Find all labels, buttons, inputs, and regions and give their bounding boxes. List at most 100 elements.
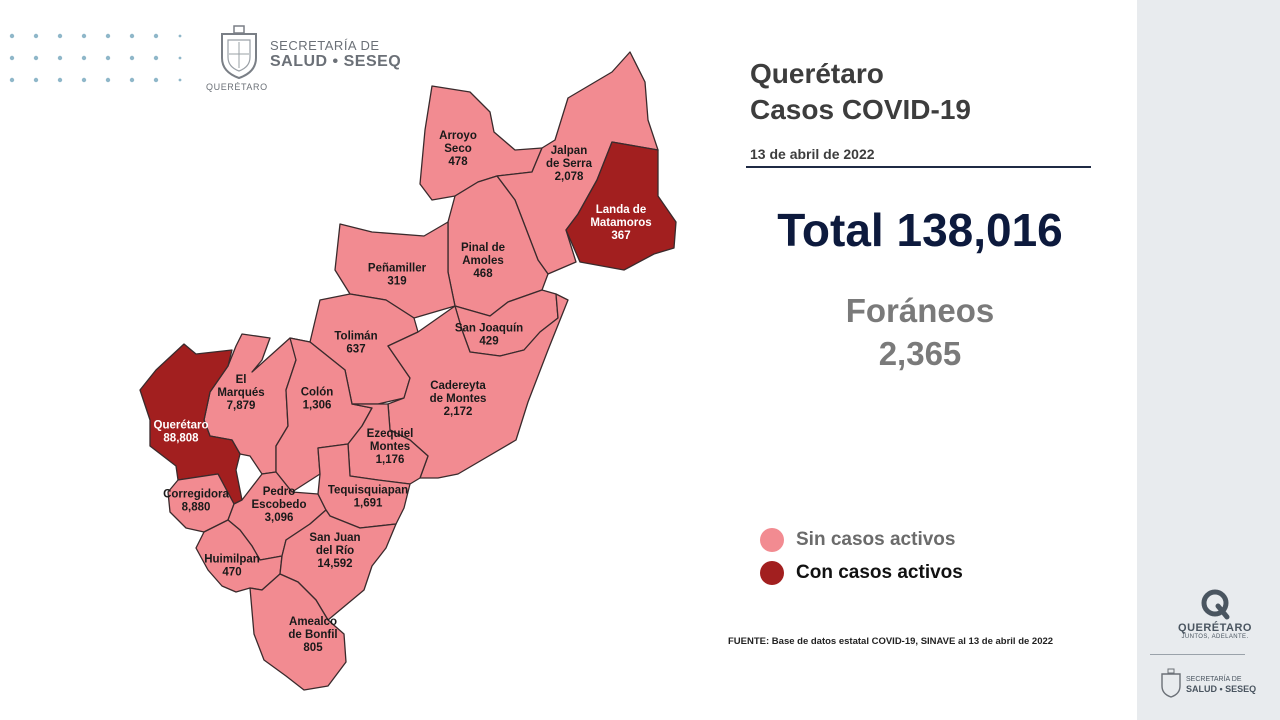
legend-swatch-sin-casos (760, 528, 784, 552)
name-colon: Colón (301, 387, 334, 399)
legend-item-con-casos: Con casos activos (760, 561, 963, 585)
name-el-marques: Marqués (217, 387, 264, 399)
right-side-panel (1137, 0, 1280, 720)
name-ezequiel-montes: Montes (370, 441, 410, 453)
data-source-note: FUENTE: Base de datos estatal COVID-19, … (728, 636, 1054, 647)
secretaria-small-logo: SECRETARÍA DE SALUD • SESEQ (1156, 666, 1271, 706)
cases-penamiller: 319 (387, 276, 406, 288)
name-amealco-de-bonfil: Amealco (289, 616, 337, 628)
region-ezequiel-montes[interactable] (347, 403, 429, 485)
region-landa-de-matamoros[interactable] (565, 141, 677, 271)
label-amealco-de-bonfil: Amealco de Bonfil 805 (288, 616, 337, 654)
name-queretaro: Querétaro (154, 420, 209, 432)
brand-divider (1150, 654, 1245, 655)
label-corregidora: Corregidora 8,880 (163, 489, 229, 514)
secretaria-top-text: SECRETARÍA DE (270, 38, 380, 53)
coat-of-arms-icon (221, 25, 257, 80)
page-subtitle: Casos COVID-19 (750, 94, 971, 125)
cases-san-juan-del-rio: 14,592 (317, 558, 352, 570)
cases-colon: 1,306 (303, 400, 332, 412)
label-pinal-de-amoles: Pinal de Amoles 468 (461, 242, 505, 280)
legend-label-sin-casos: Sin casos activos (796, 529, 956, 550)
q-logo-icon (1201, 589, 1230, 620)
cases-pinal-de-amoles: 468 (473, 268, 493, 280)
label-san-joaquin: San Joaquín 429 (455, 323, 523, 348)
name-pinal-de-amoles: Pinal de (461, 242, 505, 254)
page-title: Querétaro (750, 58, 884, 89)
name-landa-de-matamoros: Matamoros (590, 217, 651, 229)
name-pedro-escobedo: Escobedo (252, 499, 307, 511)
name-el-marques: El (236, 374, 247, 386)
name-cadereyta-de-montes: de Montes (430, 393, 487, 405)
name-tequisquiapan: Tequisquiapan (328, 485, 408, 497)
legend-label-con-casos: Con casos activos (796, 562, 963, 583)
region-queretaro[interactable] (139, 343, 243, 505)
total-cases: Total 138,016 (777, 204, 1063, 256)
dot-pattern (6, 28, 186, 88)
name-toliman: Tolimán (334, 331, 377, 343)
name-corregidora: Corregidora (163, 489, 229, 501)
brand-tagline: JUNTOS, ADELANTE. (1181, 634, 1249, 640)
region-cadereyta-de-montes[interactable] (387, 293, 569, 479)
label-cadereyta-de-montes: Cadereyta de Montes 2,172 (430, 380, 487, 418)
name-ezequiel-montes: Ezequiel (367, 428, 414, 440)
name-jalpan-de-serra: Jalpan (551, 145, 587, 157)
label-landa-de-matamoros: Landa de Matamoros 367 (590, 204, 651, 242)
small-secretaria-top: SECRETARÍA DE (1186, 676, 1242, 683)
small-coat-of-arms-icon (1161, 668, 1181, 698)
region-amealco-de-bonfil[interactable] (249, 573, 347, 691)
name-huimilpan: Huimilpan (204, 554, 260, 566)
name-san-juan-del-rio: del Río (316, 545, 354, 557)
dot-grid-graphic (9, 33, 182, 83)
name-amealco-de-bonfil: de Bonfil (288, 629, 337, 641)
name-san-juan-del-rio: San Juan (309, 532, 360, 544)
small-secretaria-bottom: SALUD • SESEQ (1186, 684, 1257, 694)
secretaria-bottom-text: SALUD • SESEQ (270, 53, 402, 70)
label-tequisquiapan: Tequisquiapan 1,691 (328, 485, 408, 510)
name-arroyo-seco: Arroyo (439, 130, 477, 142)
label-colon: Colón 1,306 (301, 387, 334, 412)
label-pedro-escobedo: Pedro Escobedo 3,096 (252, 486, 307, 524)
cases-cadereyta-de-montes: 2,172 (444, 406, 473, 418)
brand-word: QUERÉTARO (1178, 622, 1252, 634)
name-penamiller: Peñamiller (368, 263, 427, 275)
name-landa-de-matamoros: Landa de (596, 204, 646, 216)
cases-tequisquiapan: 1,691 (354, 498, 383, 510)
cases-pedro-escobedo: 3,096 (265, 512, 294, 524)
report-date: 13 de abril de 2022 (750, 146, 875, 162)
cases-queretaro: 88,808 (163, 433, 199, 445)
queretaro-small-text: QUERÉTARO (206, 82, 268, 92)
label-jalpan-de-serra: Jalpan de Serra 2,078 (546, 145, 593, 183)
legend-item-sin-casos: Sin casos activos (760, 528, 955, 552)
foraneos-value: 2,365 (878, 335, 962, 372)
legend-swatch-con-casos (760, 561, 784, 585)
cases-toliman: 637 (346, 344, 365, 356)
cases-corregidora: 8,880 (182, 502, 211, 514)
label-ezequiel-montes: Ezequiel Montes 1,176 (367, 428, 414, 466)
queretaro-municipalities-map: Arroyo Seco 478 Jalpan de Serra 2,078 Landa de… (139, 51, 677, 691)
label-penamiller: Peñamiller 319 (368, 263, 427, 288)
secretaria-salud-logo: SECRETARÍA DE SALUD • SESEQ QUERÉTARO (206, 22, 422, 94)
foraneos-label: Foráneos (845, 292, 995, 329)
cases-amealco-de-bonfil: 805 (303, 642, 323, 654)
name-arroyo-seco: Seco (444, 143, 472, 155)
name-san-joaquin: San Joaquín (455, 323, 523, 335)
cases-ezequiel-montes: 1,176 (376, 454, 405, 466)
label-san-juan-del-rio: San Juan del Río 14,592 (309, 532, 360, 570)
cases-huimilpan: 470 (222, 567, 241, 579)
cases-arroyo-seco: 478 (448, 156, 468, 168)
label-el-marques: El Marqués 7,879 (217, 374, 264, 412)
name-jalpan-de-serra: de Serra (546, 158, 593, 170)
name-pedro-escobedo: Pedro (263, 486, 296, 498)
cases-jalpan-de-serra: 2,078 (555, 171, 584, 183)
label-queretaro: Querétaro 88,808 (154, 420, 209, 445)
label-toliman: Tolimán 637 (334, 331, 377, 356)
name-pinal-de-amoles: Amoles (462, 255, 504, 267)
title-underline (746, 166, 1091, 168)
queretaro-brand-logo: QUERÉTARO JUNTOS, ADELANTE. (1170, 588, 1260, 640)
cases-landa-de-matamoros: 367 (611, 230, 630, 242)
label-arroyo-seco: Arroyo Seco 478 (439, 130, 477, 168)
label-huimilpan: Huimilpan 470 (204, 554, 260, 579)
name-cadereyta-de-montes: Cadereyta (430, 380, 486, 392)
cases-el-marques: 7,879 (227, 400, 256, 412)
